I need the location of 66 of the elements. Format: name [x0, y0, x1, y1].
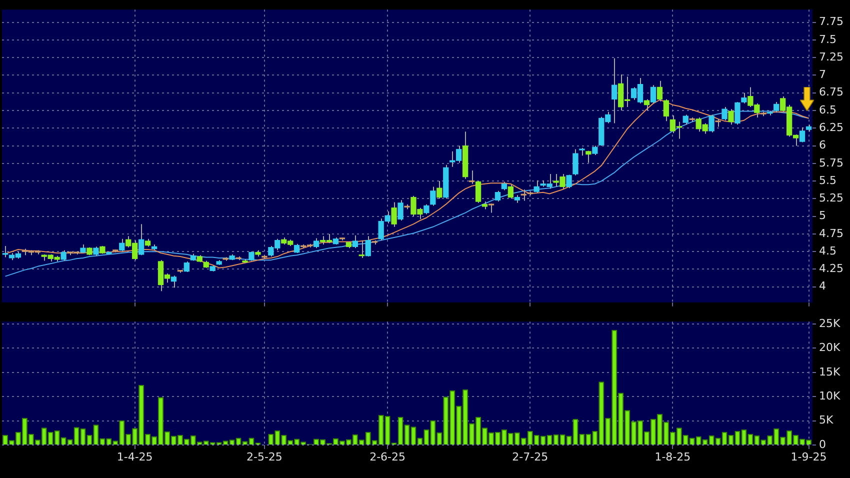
y-tick-label: 10K — [819, 389, 841, 402]
y-tick-label: 25K — [819, 316, 841, 330]
candlestick — [313, 238, 320, 249]
candlestick — [656, 80, 663, 102]
candlestick — [365, 236, 371, 258]
candlestick — [722, 106, 728, 121]
candlestick — [734, 102, 740, 126]
candlestick — [741, 92, 747, 104]
candlestick — [592, 145, 598, 156]
y-tick-label: 6.25 — [819, 120, 844, 134]
x-tick-label: 1-9-25 — [790, 450, 827, 464]
y-tick-label: 7.25 — [819, 50, 844, 64]
x-tick-label: 1-8-25 — [654, 450, 691, 464]
y-tick-label: 0 — [819, 438, 826, 451]
y-tick-label: 5K — [819, 414, 834, 427]
y-tick-label: 5.5 — [819, 174, 836, 187]
y-tick-label: 7 — [819, 68, 826, 82]
y-tick-label: 15K — [819, 365, 841, 378]
y-tick-label: 4 — [819, 280, 826, 293]
y-tick-label: 7.75 — [819, 15, 844, 28]
candlestick — [398, 200, 404, 222]
candlestick — [248, 251, 254, 262]
candlestick — [138, 224, 144, 256]
y-tick-label: 4.5 — [819, 244, 836, 258]
candlestick — [650, 84, 656, 104]
candlestick — [294, 243, 300, 254]
candlestick — [60, 250, 66, 262]
y-tick-label: 6.5 — [819, 103, 836, 116]
y-tick-label: 6.75 — [819, 86, 844, 99]
x-tick-label: 2-7-25 — [512, 450, 548, 464]
candlestick — [391, 202, 397, 228]
x-tick-label: 1-4-25 — [116, 450, 153, 464]
candlestick — [475, 180, 482, 204]
y-tick-label: 5.25 — [819, 192, 844, 205]
candlestick — [682, 114, 688, 126]
candlestick — [774, 102, 780, 114]
candlestick — [586, 150, 592, 164]
candlestick — [184, 260, 190, 273]
candlestick — [430, 186, 436, 206]
candlestick — [508, 184, 514, 200]
candlestick — [494, 190, 501, 202]
candlestick — [488, 203, 494, 214]
x-tick-label: 2-6-25 — [370, 450, 406, 464]
candlestick — [119, 238, 125, 252]
candlestick — [799, 126, 806, 143]
y-tick-label: 6 — [819, 138, 826, 152]
candlestick — [424, 204, 430, 215]
y-tick-label: 4.75 — [819, 226, 844, 240]
candlestick — [170, 275, 177, 288]
candlestick — [352, 234, 358, 249]
y-tick-label: 4.25 — [819, 262, 844, 276]
candlestick — [566, 174, 572, 189]
candlestick — [708, 114, 714, 133]
candlestick — [2, 245, 8, 258]
candlestick — [534, 180, 540, 194]
y-tick-label: 5.75 — [819, 156, 844, 170]
candlestick — [728, 108, 734, 126]
candlestick — [663, 98, 670, 122]
y-tick-label: 20K — [819, 341, 841, 354]
candlestick — [436, 180, 442, 200]
y-tick-label: 7.5 — [819, 32, 836, 46]
candlestick — [93, 246, 99, 256]
candlestick — [572, 148, 578, 176]
x-tick-label: 2-5-25 — [246, 450, 282, 464]
y-tick-label: 5 — [819, 209, 826, 222]
candlestick — [612, 58, 618, 124]
